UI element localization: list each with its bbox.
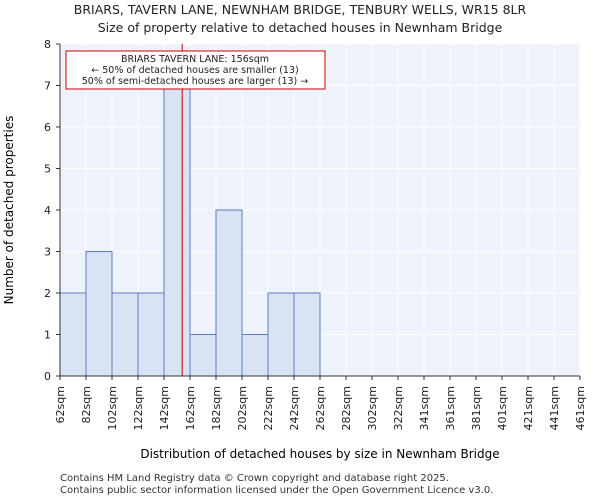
- x-tick-label: 122sqm: [132, 386, 145, 430]
- footer-line-2: Contains public sector information licen…: [60, 485, 494, 496]
- chart-subtitle: Size of property relative to detached ho…: [97, 20, 503, 35]
- bar-162sqm: [189, 334, 217, 377]
- y-tick-label: 3: [44, 246, 51, 259]
- x-tick-label: 222sqm: [262, 386, 275, 430]
- y-tick-label: 0: [44, 370, 51, 383]
- y-tick-label: 4: [44, 204, 51, 217]
- x-tick-label: 182sqm: [210, 386, 223, 430]
- x-tick-label: 282sqm: [340, 386, 353, 430]
- y-tick-label: 8: [44, 38, 51, 51]
- y-tick-label: 7: [44, 80, 51, 93]
- x-axis-label: Distribution of detached houses by size …: [140, 447, 499, 461]
- bar-202sqm: [241, 334, 269, 377]
- bar-142sqm: [163, 85, 191, 377]
- bars: [59, 85, 321, 377]
- x-tick-label: 242sqm: [288, 386, 301, 430]
- bar-242sqm: [293, 292, 321, 377]
- annotation-box: BRIARS TAVERN LANE: 156sqm ← 50% of deta…: [65, 50, 326, 90]
- x-tick-label: 322sqm: [392, 386, 405, 430]
- bar-102sqm: [111, 292, 139, 377]
- x-tick-label: 262sqm: [314, 386, 327, 430]
- x-tick-label: 102sqm: [106, 386, 119, 430]
- histogram-chart: 0 1 2 3 4 5 6 7 8 62sqm 82sqm 102sqm 122sqm 142sqm 162…: [2, 38, 587, 461]
- x-tick-label: 461sqm: [574, 386, 587, 430]
- bar-62sqm: [59, 292, 87, 377]
- y-axis-label: Number of detached properties: [2, 116, 16, 305]
- annotation-frame: [65, 50, 326, 90]
- x-tick-label: 142sqm: [158, 386, 171, 430]
- x-tick-label: 341sqm: [418, 386, 431, 430]
- x-tick-label: 421sqm: [522, 386, 535, 430]
- annotation-line-1: BRIARS TAVERN LANE: 156sqm: [121, 54, 269, 65]
- x-tick-label: 361sqm: [444, 386, 457, 430]
- bar-222sqm: [267, 292, 295, 377]
- bar-82sqm: [85, 251, 113, 377]
- x-tick-label: 381sqm: [470, 386, 483, 430]
- x-tick-label: 202sqm: [236, 386, 249, 430]
- x-tick-label: 82sqm: [80, 386, 93, 423]
- y-tick-label: 2: [44, 287, 51, 300]
- annotation-line-3: 50% of semi-detached houses are larger (…: [82, 76, 309, 87]
- bar-182sqm: [215, 209, 243, 377]
- axes: 0 1 2 3 4 5 6 7 8 62sqm 82sqm 102sqm 122sqm 142sqm 162…: [44, 38, 587, 430]
- y-tick-label: 1: [44, 329, 51, 342]
- annotation-line-2: ← 50% of detached houses are smaller (13…: [91, 65, 298, 76]
- y-tick-label: 6: [44, 121, 51, 134]
- bar-122sqm: [137, 292, 165, 377]
- y-tick-label: 5: [44, 163, 51, 176]
- chart-title: BRIARS, TAVERN LANE, NEWNHAM BRIDGE, TEN…: [73, 2, 527, 17]
- x-tick-label: 441sqm: [548, 386, 561, 430]
- x-tick-label: 302sqm: [366, 386, 379, 430]
- x-tick-label: 162sqm: [184, 386, 197, 430]
- x-tick-label: 62sqm: [54, 386, 67, 423]
- footer-line-1: Contains HM Land Registry data © Crown c…: [60, 473, 449, 484]
- x-tick-label: 401sqm: [496, 386, 509, 430]
